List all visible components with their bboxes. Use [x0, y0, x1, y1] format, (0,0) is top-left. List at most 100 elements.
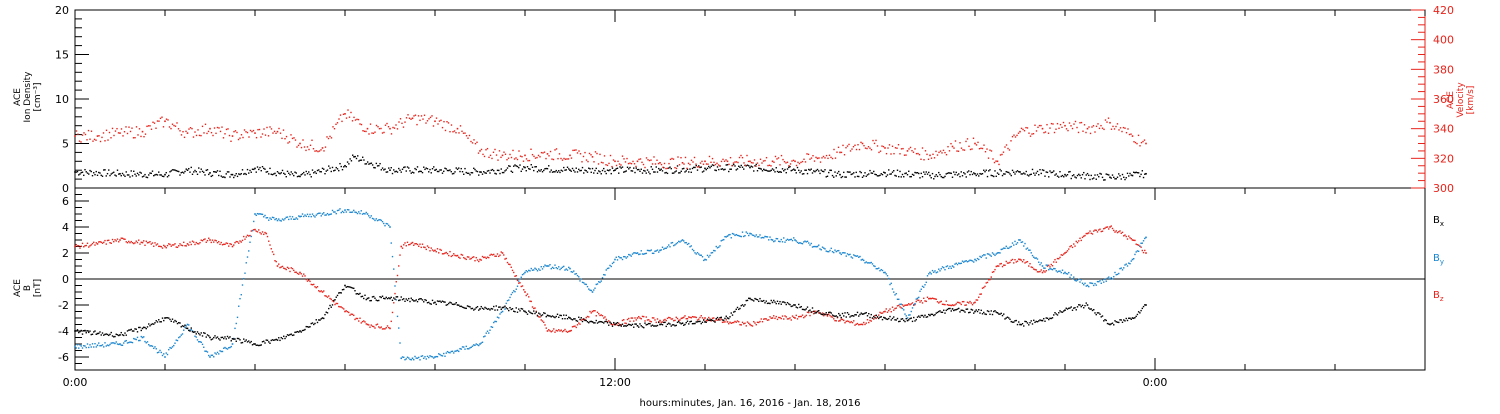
by-point	[154, 346, 156, 348]
bx-point	[783, 301, 785, 303]
velocity-point	[399, 118, 402, 120]
bx-point	[635, 323, 637, 325]
bx-point	[278, 337, 280, 339]
bx-point	[281, 337, 284, 340]
density-point	[210, 175, 212, 178]
bz-point	[889, 308, 891, 310]
density-point	[959, 175, 961, 178]
bx-point	[116, 334, 119, 336]
velocity-point	[846, 145, 849, 147]
bx-point	[943, 309, 945, 311]
density-point	[378, 164, 380, 167]
velocity-point	[720, 160, 723, 163]
by-point	[336, 209, 339, 212]
by-point	[321, 213, 324, 215]
bx-point	[658, 321, 660, 324]
density-point	[169, 171, 171, 173]
bz-point	[884, 310, 886, 313]
velocity-point	[131, 127, 133, 129]
by-point	[904, 313, 906, 315]
bz-point	[185, 245, 187, 247]
density-point	[903, 176, 905, 178]
velocity-point	[419, 119, 421, 122]
density-point	[690, 171, 692, 174]
bx-point	[623, 325, 625, 327]
density-point	[846, 171, 849, 173]
density-point	[924, 173, 926, 175]
bz-point	[259, 231, 261, 234]
by-point	[798, 242, 800, 244]
by-point	[78, 347, 80, 349]
velocity-point	[1143, 139, 1146, 141]
velocity-point	[791, 160, 793, 162]
density-point	[994, 170, 996, 172]
density-point	[985, 169, 987, 171]
density-point	[81, 171, 84, 173]
bz-point	[96, 243, 99, 245]
bz-point	[803, 316, 805, 319]
velocity-point	[308, 148, 310, 151]
bx-point	[996, 312, 999, 314]
by-point	[395, 299, 397, 301]
bx-point	[1015, 319, 1017, 322]
bx-point	[738, 308, 740, 311]
velocity-point	[677, 156, 679, 158]
bx-point	[729, 316, 731, 318]
density-point	[444, 167, 446, 169]
bx-point	[643, 326, 645, 329]
bz-point	[499, 254, 501, 256]
legend-entry-bz: Bz	[1433, 290, 1444, 303]
bz-point	[465, 258, 467, 261]
by-point	[83, 345, 85, 347]
density-point	[509, 165, 511, 168]
bx-point	[771, 301, 774, 304]
by-point	[788, 239, 790, 241]
density-point	[624, 170, 626, 173]
axis-labels: ACE Ion Density [cm⁻³] ACE Velocity [km/s]ACE…	[13, 71, 1476, 297]
bz-point	[630, 317, 632, 319]
by-point	[898, 298, 900, 301]
velocity-point	[612, 159, 615, 161]
bx-point	[175, 320, 177, 323]
bz-point	[273, 253, 275, 256]
density-point	[1011, 169, 1014, 172]
by-point	[924, 284, 926, 286]
velocity-point	[161, 116, 163, 118]
by-point	[340, 211, 342, 214]
velocity-point	[224, 133, 226, 135]
density-point	[749, 166, 751, 169]
bz-point	[834, 319, 836, 322]
by-point	[988, 253, 990, 255]
by-point	[105, 345, 107, 347]
by-point	[1050, 268, 1052, 270]
density-point	[608, 169, 610, 172]
bz-point	[878, 314, 880, 316]
velocity-point	[278, 127, 280, 130]
density-point	[606, 169, 609, 171]
velocity-point	[233, 130, 235, 133]
density-point	[774, 171, 776, 173]
by-point	[894, 294, 896, 296]
velocity-point	[990, 150, 993, 152]
velocity-point	[215, 132, 217, 135]
bx-point	[685, 321, 687, 324]
bx-point	[1051, 317, 1054, 319]
bx-point	[163, 319, 165, 322]
density-point	[633, 167, 635, 169]
bx-point	[993, 310, 995, 313]
bx-point	[205, 336, 207, 338]
velocity-point	[219, 130, 222, 133]
bz-point	[531, 306, 534, 308]
bx-point	[695, 321, 697, 323]
bx-point	[105, 333, 107, 335]
bz-point	[548, 329, 550, 331]
bx-point	[468, 305, 470, 308]
velocity-point	[320, 149, 322, 151]
density-point	[1029, 173, 1031, 176]
velocity-point	[707, 163, 709, 165]
bx-point	[136, 331, 139, 333]
velocity-point	[1128, 133, 1131, 136]
density-point	[768, 170, 770, 172]
velocity-point	[513, 158, 516, 160]
bz-point	[219, 243, 221, 246]
